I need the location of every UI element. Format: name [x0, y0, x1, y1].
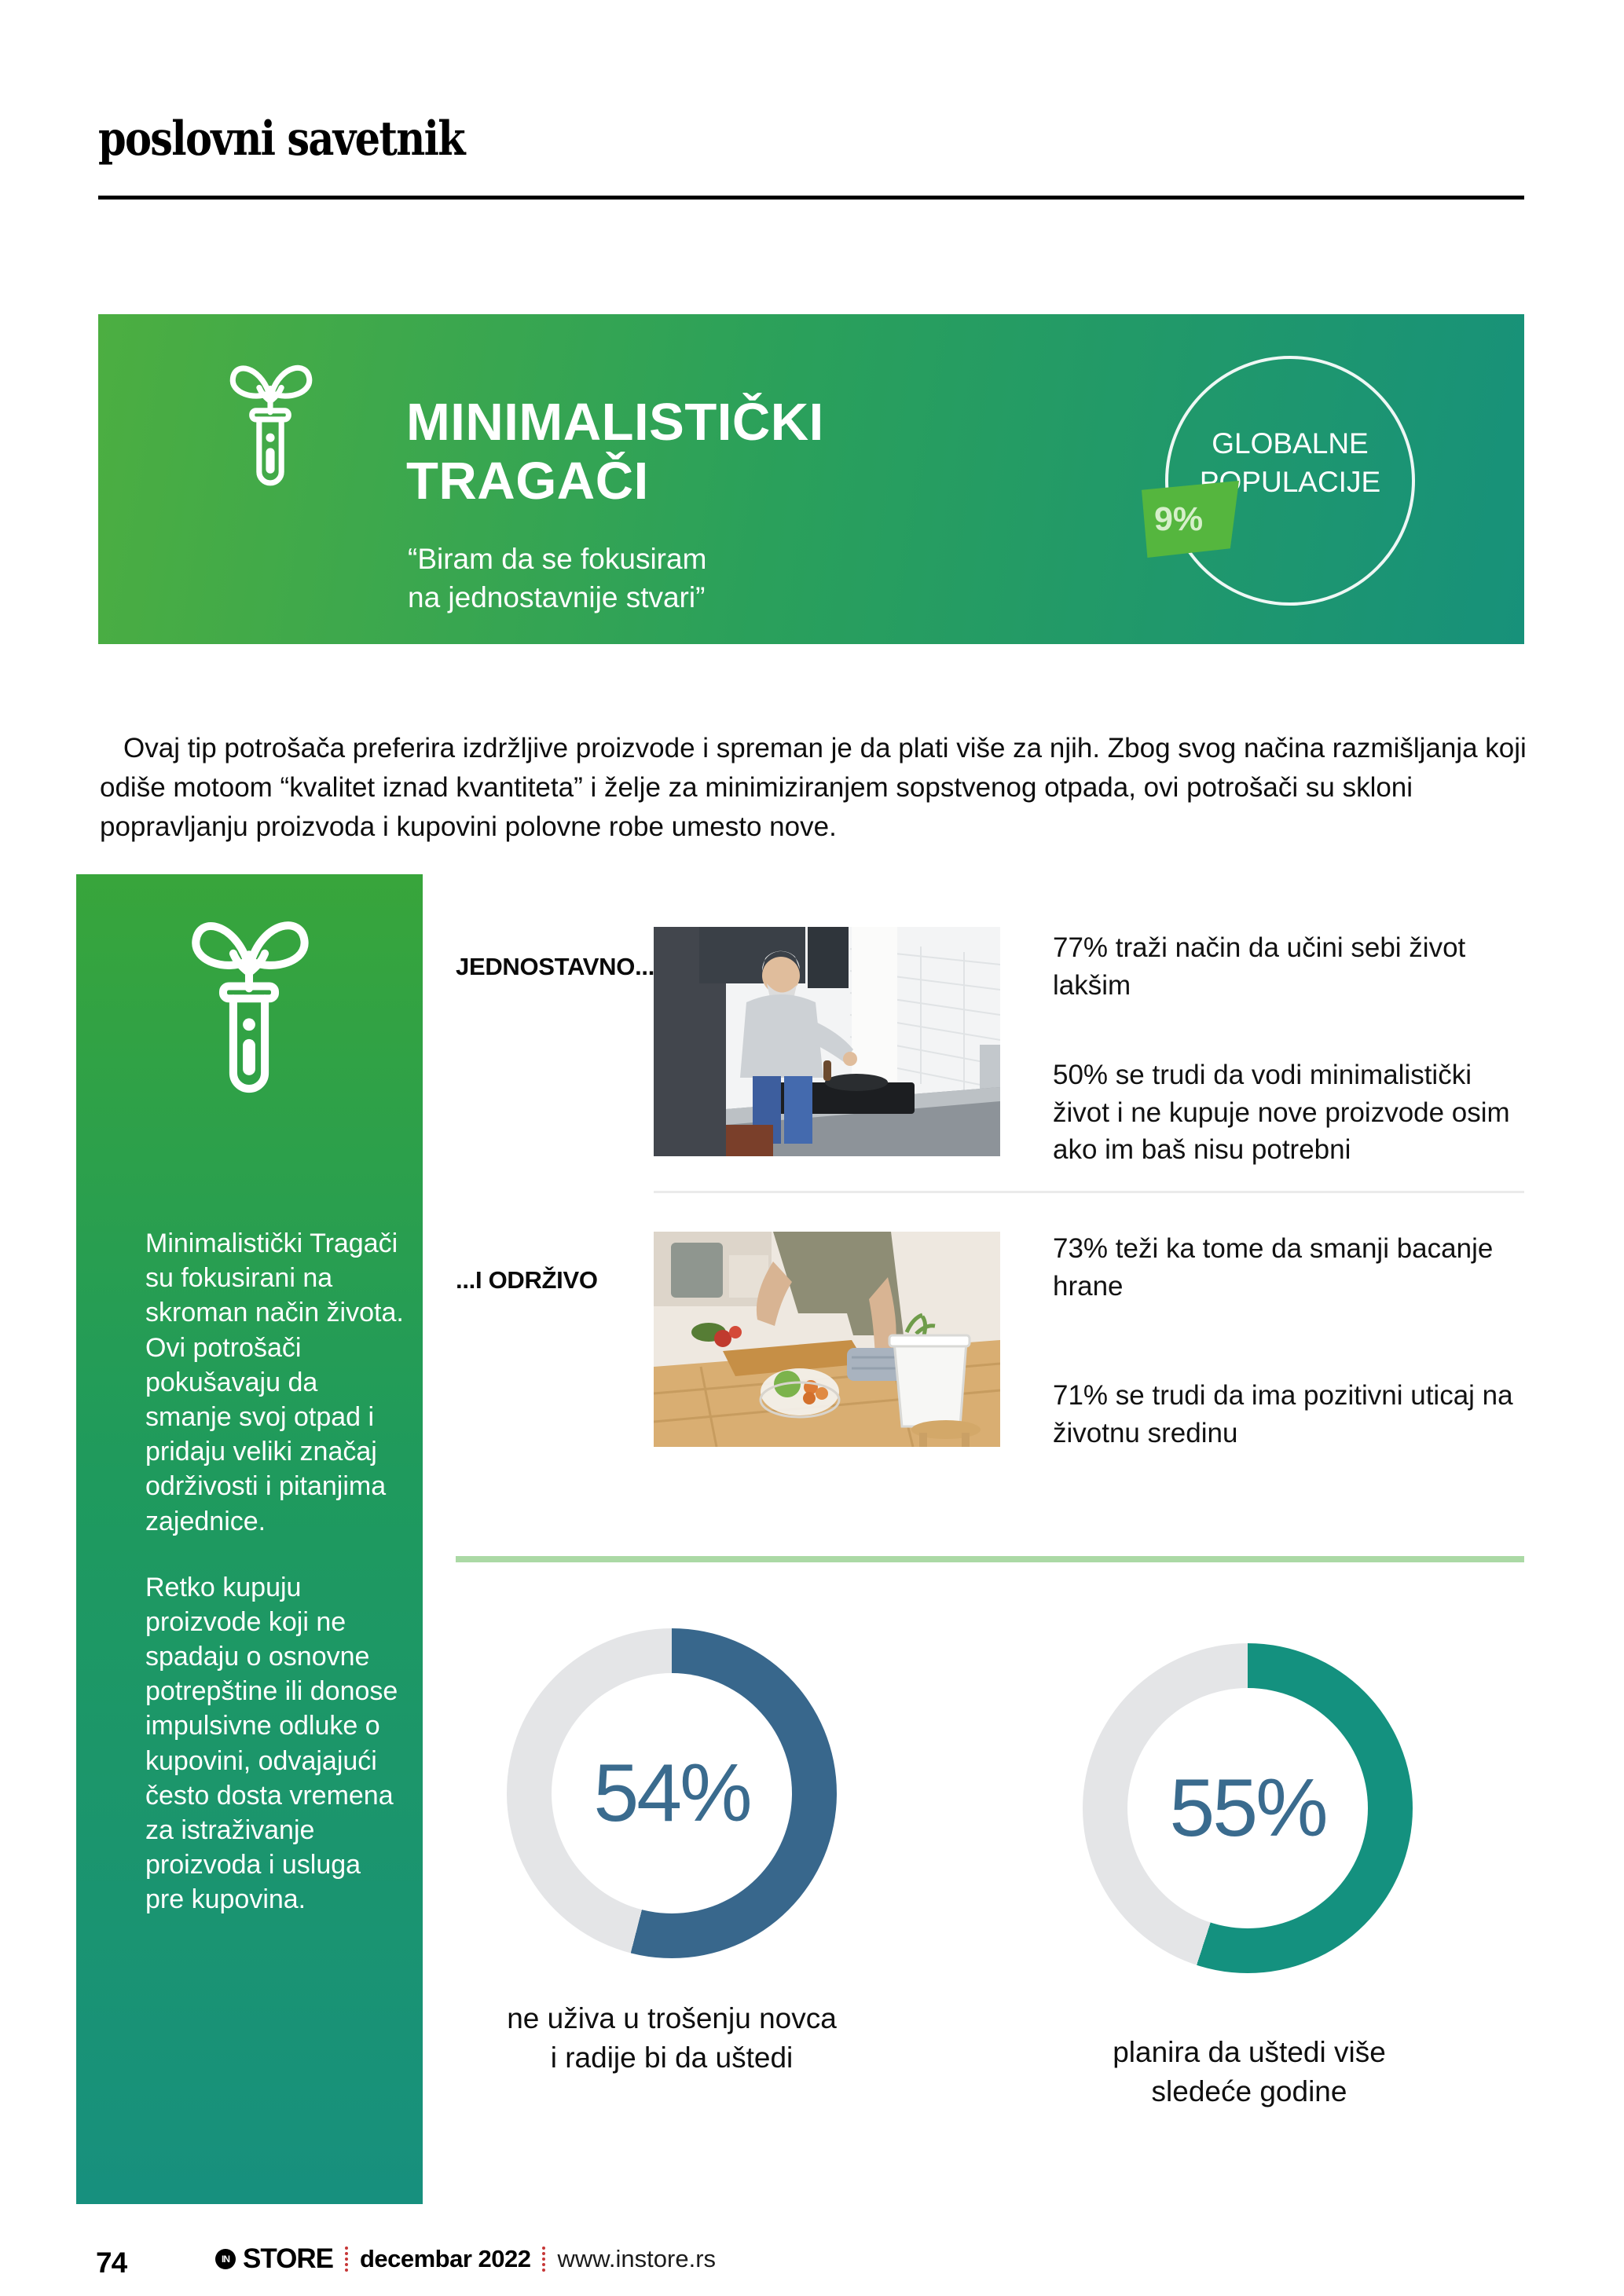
section-label-jednostavno: JEDNOSTAVNO... — [456, 953, 655, 980]
footer-separator — [542, 2247, 546, 2272]
sidebar-panel: Minimalistički Tragači su fokusirani na … — [76, 874, 423, 2204]
website-link[interactable]: www.instore.rs — [557, 2245, 717, 2272]
sprout-test-tube-icon — [180, 907, 318, 1099]
population-share-badge: 9% — [1142, 481, 1239, 558]
global-population-label: GLOBALNE POPULACIJE — [1199, 427, 1381, 498]
stat-71-percent: 71% se trudi da ima pozitivni uticaj na … — [1053, 1380, 1513, 1448]
sidebar-text: Minimalistički Tragači su fokusirani na … — [145, 1226, 406, 1917]
masthead-rule — [98, 196, 1524, 200]
stat-50-percent: 50% se trudi da vodi minimalistički živo… — [1053, 1060, 1510, 1166]
sidebar-paragraph-1: Minimalistički Tragači su fokusirani na … — [145, 1229, 404, 1536]
donut-caption-saving: ne uživa u trošenju novca i radije bi da… — [507, 2002, 837, 2074]
donut-value-label: 55% — [1169, 1762, 1328, 1854]
store-logo-text: STORE — [243, 2243, 334, 2274]
donut-hole: 54% — [552, 1673, 792, 1913]
masthead-title: poslovni savetnik — [98, 112, 466, 167]
issue-date: decembar 2022 — [359, 2245, 531, 2272]
vegetables-photo-illustration — [654, 1232, 1000, 1447]
donut-chart-plans: 55% — [1083, 1643, 1413, 1973]
segment-quote: “Biram da se fokusiram na jednostavnije … — [408, 543, 707, 613]
green-divider — [456, 1556, 1524, 1562]
photo-chopping-vegetables — [654, 1232, 1000, 1447]
stat-77-percent: 77% traži način da učini sebi život lakš… — [1053, 932, 1466, 1001]
section-divider — [654, 1191, 1524, 1193]
segment-banner: MINIMALISTIČKI TRAGAČI “Biram da se foku… — [98, 314, 1524, 644]
section-label-odrzivo: ...I ODRŽIVO — [456, 1266, 598, 1294]
footer-separator — [344, 2247, 348, 2272]
sprout-test-tube-icon — [222, 355, 318, 490]
population-share-value: 9% — [1154, 500, 1204, 538]
page-number: 74 — [96, 2247, 127, 2279]
donut-caption-plans: planira da uštedi više sledeće godine — [1113, 2036, 1386, 2108]
kitchen-photo-illustration — [654, 927, 1000, 1156]
photo-man-cooking-kitchen — [654, 927, 1000, 1156]
donut-chart-saving: 54% — [507, 1628, 837, 1958]
sidebar-paragraph-2: Retko kupuju proizvode koji ne spadaju o… — [145, 1572, 398, 1915]
footer-brand-row: IN STORE decembar 2022 www.instore.rs — [215, 2242, 716, 2276]
segment-title: MINIMALISTIČKI TRAGAČI — [406, 393, 824, 511]
global-population-circle: GLOBALNE POPULACIJE — [1165, 356, 1415, 606]
donut-hole: 55% — [1127, 1688, 1368, 1928]
intro-paragraph: Ovaj tip potrošača preferira izdržljive … — [100, 733, 1527, 843]
instore-logo-icon: IN — [215, 2249, 236, 2269]
donut-value-label: 54% — [593, 1747, 752, 1839]
stat-73-percent: 73% teži ka tome da smanji bacanje hrane — [1053, 1233, 1494, 1302]
